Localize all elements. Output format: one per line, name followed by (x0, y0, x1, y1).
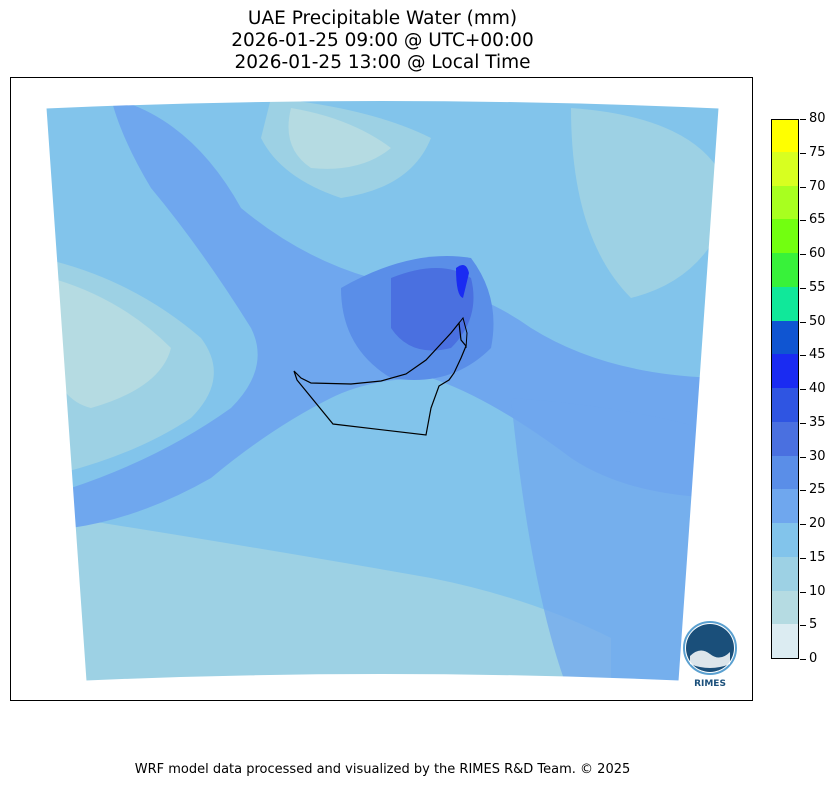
colorbar-tick (800, 659, 806, 660)
colorbar-tick-label: 35 (809, 414, 826, 430)
footer-credit: WRF model data processed and visualized … (134, 762, 631, 777)
rimes-logo: RIMES (683, 621, 737, 689)
domain-outline (45, 100, 720, 682)
field-core-peak (456, 264, 469, 298)
utc-time-label: 2026-01-25 09:00 @ UTC+00:00 (231, 30, 534, 51)
field-south-light (71, 518, 611, 681)
colorbar-tick (800, 152, 806, 154)
colorbar-tick (800, 186, 806, 188)
logo-wave (690, 650, 730, 668)
colorbar-segment (772, 387, 798, 422)
logo-text: RIMES (694, 679, 726, 689)
musandam-border (458, 316, 468, 349)
colorbar-tick-label: 15 (809, 549, 826, 565)
colorbar-segment (772, 353, 798, 388)
colorbar-tick (800, 422, 806, 424)
colorbar-tick-label: 55 (809, 279, 826, 295)
colorbar-tick (800, 220, 806, 222)
colorbar-tick (800, 355, 806, 357)
colorbar-tick-label: 45 (809, 347, 826, 363)
colorbar-tick-label: 70 (809, 178, 826, 194)
colorbar-segment (772, 252, 798, 287)
colorbar-tick-label: 75 (809, 144, 826, 160)
colorbar-tick-label: 30 (809, 448, 826, 464)
field-west-lighter (51, 278, 171, 408)
precipitable-water-map (45, 100, 720, 682)
colorbar-segment (772, 218, 798, 253)
map-title: UAE Precipitable Water (mm) (247, 8, 518, 29)
colorbar-segment (772, 522, 798, 557)
map-panel[interactable] (10, 77, 753, 701)
colorbar-tick (800, 490, 806, 492)
colorbar-tick (800, 456, 806, 458)
colorbar-tick-label: 40 (809, 381, 826, 396)
local-time-label: 2026-01-25 13:00 @ Local Time (234, 52, 531, 73)
logo-ring (683, 621, 737, 675)
colorbar-segment (772, 623, 798, 658)
colorbar-segment (772, 286, 798, 321)
colorbar-tick (800, 557, 806, 559)
colorbar-tick (800, 389, 806, 390)
colorbar-segment (772, 488, 798, 523)
colorbar-segment (772, 455, 798, 490)
colorbar-tick-label: 80 (809, 111, 826, 126)
colorbar-tick-label: 50 (809, 313, 826, 329)
colorbar-tick (800, 119, 806, 120)
colorbar-tick (800, 625, 806, 627)
colorbar-tick-label: 25 (809, 482, 826, 498)
colorbar-tick-label: 65 (809, 212, 826, 228)
colorbar-tick (800, 254, 806, 255)
colorbar (771, 119, 799, 659)
colorbar-tick-label: 10 (809, 583, 826, 599)
colorbar-tick-label: 20 (809, 516, 826, 531)
uae-border (293, 321, 467, 436)
colorbar-tick (800, 321, 806, 323)
colorbar-segment (772, 151, 798, 186)
colorbar-segment (772, 120, 798, 152)
colorbar-tick (800, 524, 806, 525)
field-se-moist (511, 398, 719, 681)
colorbar-tick (800, 287, 806, 289)
colorbar-tick-label: 0 (809, 651, 818, 666)
colorbar-segment (772, 185, 798, 220)
field-north-lighter (288, 108, 391, 169)
field-east-light (571, 108, 719, 298)
colorbar-tick (800, 591, 806, 593)
colorbar-segment (772, 590, 798, 625)
colorbar-segment (772, 421, 798, 456)
colorbar-tick-label: 5 (809, 617, 818, 633)
colorbar-segment (772, 320, 798, 355)
colorbar-tick-label: 60 (809, 246, 826, 261)
colorbar-segment (772, 556, 798, 591)
